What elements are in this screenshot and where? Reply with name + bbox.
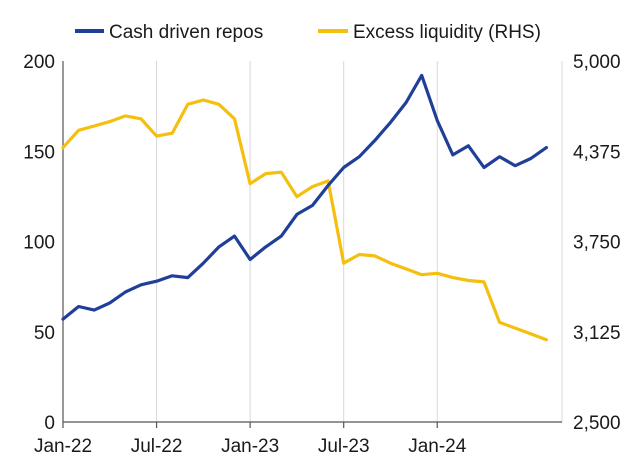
x-tick-label: Jan-24 [408, 436, 467, 457]
legend-label-liquidity: Excess liquidity (RHS) [353, 22, 541, 43]
series-lines [61, 73, 549, 342]
x-tick-label: Jan-22 [34, 436, 92, 457]
y-right-tick-label: 4,375 [573, 142, 621, 163]
y-left-tick-label: 0 [44, 413, 55, 434]
legend-label-repos: Cash driven repos [109, 22, 263, 43]
x-tick-label: Jul-23 [318, 436, 370, 457]
legend: Cash driven repos Excess liquidity (RHS) [75, 22, 541, 43]
y-right-tick-label: 2,500 [573, 413, 621, 434]
axes [62, 61, 562, 428]
y-right-tick-label: 3,125 [573, 323, 621, 344]
y-right-tick-label: 5,000 [573, 52, 621, 73]
series-line-cash-driven-repos [61, 73, 549, 321]
y-right-tick-label: 3,750 [573, 233, 621, 254]
tick-labels: 0 50 100 150 200 2,500 3,125 3,750 4,375 5,000 Jan… [23, 52, 620, 457]
y-left-tick-label: 50 [34, 323, 55, 344]
series-line-excess-liquidity [61, 98, 549, 342]
x-tick-label: Jul-22 [131, 436, 183, 457]
y-left-tick-label: 150 [23, 142, 55, 163]
x-tick-label: Jan-23 [221, 436, 279, 457]
y-left-tick-label: 100 [23, 233, 55, 254]
vertical-gridlines [62, 61, 563, 422]
y-left-tick-label: 200 [23, 52, 55, 73]
